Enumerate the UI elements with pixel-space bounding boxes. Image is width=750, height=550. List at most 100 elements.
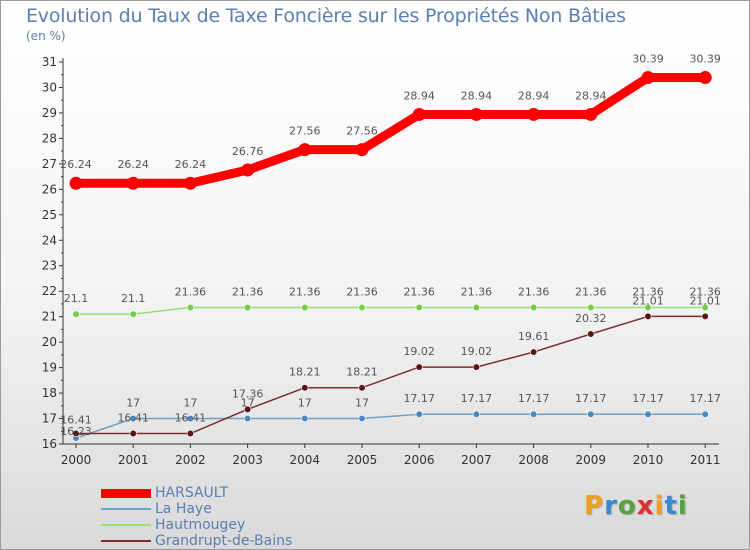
data-label: 30.39 bbox=[689, 53, 721, 66]
data-label: 26.24 bbox=[117, 158, 149, 171]
y-tick-label: 18 bbox=[42, 386, 57, 400]
data-point bbox=[587, 330, 595, 338]
y-tick-label: 30 bbox=[42, 80, 57, 94]
proxiti-logo: Proxiti bbox=[584, 491, 688, 521]
data-label: 18.21 bbox=[289, 366, 321, 379]
data-label: 28.94 bbox=[403, 89, 435, 102]
data-point bbox=[126, 176, 140, 190]
data-label: 17 bbox=[126, 397, 140, 410]
data-point bbox=[469, 107, 483, 121]
series-line-harsault bbox=[71, 73, 710, 188]
x-tick-label: 2004 bbox=[290, 453, 321, 467]
data-label: 26.24 bbox=[175, 158, 207, 171]
y-tick-label: 31 bbox=[42, 55, 57, 69]
data-point bbox=[298, 143, 312, 157]
data-point bbox=[415, 410, 423, 418]
data-label: 26.24 bbox=[60, 158, 92, 171]
data-label: 16.41 bbox=[175, 412, 207, 425]
data-point bbox=[186, 303, 194, 312]
data-point bbox=[415, 363, 423, 371]
data-label: 21.36 bbox=[518, 285, 550, 298]
x-tick-label: 2000 bbox=[61, 453, 92, 467]
x-tick-label: 2002 bbox=[175, 453, 206, 467]
data-point bbox=[527, 107, 541, 121]
data-label: 17.17 bbox=[518, 392, 550, 405]
data-label: 21.36 bbox=[346, 285, 378, 298]
data-point bbox=[244, 414, 252, 423]
data-point bbox=[244, 303, 252, 312]
data-point bbox=[183, 176, 197, 190]
data-point bbox=[358, 414, 366, 423]
x-tick-label: 2006 bbox=[404, 453, 435, 467]
data-point bbox=[701, 312, 709, 321]
legend-swatch bbox=[101, 488, 151, 498]
y-tick-label: 27 bbox=[42, 157, 57, 171]
data-point bbox=[472, 303, 481, 312]
data-point bbox=[698, 71, 712, 85]
data-label: 28.94 bbox=[461, 89, 493, 102]
data-label: 17 bbox=[298, 397, 312, 410]
x-tick-label: 2010 bbox=[633, 453, 664, 467]
data-point bbox=[129, 414, 137, 423]
y-tick-label: 22 bbox=[42, 284, 57, 298]
data-point bbox=[644, 410, 652, 418]
logo-letter: r bbox=[604, 491, 618, 521]
data-label: 28.94 bbox=[518, 89, 550, 102]
logo-letter: i bbox=[677, 491, 688, 521]
series-line-la-haye bbox=[75, 413, 706, 439]
data-point bbox=[472, 363, 481, 371]
y-tick-label: 20 bbox=[42, 335, 57, 349]
data-point bbox=[587, 410, 595, 418]
logo-letter: P bbox=[584, 491, 605, 521]
x-tick-label: 2009 bbox=[576, 453, 607, 467]
data-point bbox=[244, 405, 252, 413]
series-line-hautmougey bbox=[75, 306, 706, 315]
data-point bbox=[72, 429, 80, 438]
data-label: 16.23 bbox=[60, 425, 92, 438]
data-label: 17.17 bbox=[575, 392, 607, 405]
data-point bbox=[644, 312, 652, 321]
y-tick-label: 17 bbox=[42, 412, 57, 426]
data-label: 21.01 bbox=[632, 294, 664, 307]
y-tick-label: 16 bbox=[42, 437, 57, 451]
data-label: 17 bbox=[355, 397, 369, 410]
data-label: 17 bbox=[241, 397, 255, 410]
data-label: 27.56 bbox=[346, 125, 378, 138]
data-label: 17.17 bbox=[461, 392, 493, 405]
data-label: 17 bbox=[183, 397, 197, 410]
data-label: 21.36 bbox=[632, 285, 664, 298]
data-label: 21.36 bbox=[232, 285, 264, 298]
y-tick-label: 21 bbox=[42, 310, 57, 324]
x-tick-label: 2008 bbox=[518, 453, 549, 467]
data-label: 21.01 bbox=[689, 294, 721, 307]
data-point bbox=[472, 410, 481, 418]
legend-label: Hautmougey bbox=[155, 517, 246, 533]
data-label: 30.39 bbox=[632, 53, 664, 66]
data-point bbox=[529, 303, 538, 312]
data-label: 21.1 bbox=[64, 292, 89, 305]
data-point bbox=[415, 303, 423, 312]
data-label: 26.76 bbox=[232, 145, 264, 158]
x-tick-label: 2003 bbox=[232, 453, 263, 467]
x-tick-label: 2011 bbox=[690, 453, 721, 467]
legend-label: Grandrupt-de-Bains bbox=[155, 533, 293, 549]
data-point bbox=[72, 310, 80, 318]
data-label: 19.02 bbox=[461, 345, 493, 358]
y-tick-label: 24 bbox=[42, 233, 57, 247]
data-point bbox=[701, 303, 709, 312]
chart-subtitle: (en %) bbox=[26, 29, 66, 43]
y-tick-label: 26 bbox=[42, 182, 57, 196]
data-label: 21.36 bbox=[575, 285, 607, 298]
data-label: 19.02 bbox=[403, 345, 435, 358]
y-tick-label: 25 bbox=[42, 208, 57, 222]
data-label: 21.36 bbox=[689, 285, 721, 298]
data-point bbox=[529, 410, 538, 418]
data-point bbox=[358, 384, 366, 392]
legend-swatch bbox=[101, 540, 151, 542]
chart-title: Evolution du Taux de Taxe Foncière sur l… bbox=[26, 5, 626, 27]
data-point bbox=[301, 303, 309, 312]
data-point bbox=[641, 71, 655, 85]
data-point bbox=[701, 410, 709, 418]
data-point bbox=[241, 163, 255, 177]
